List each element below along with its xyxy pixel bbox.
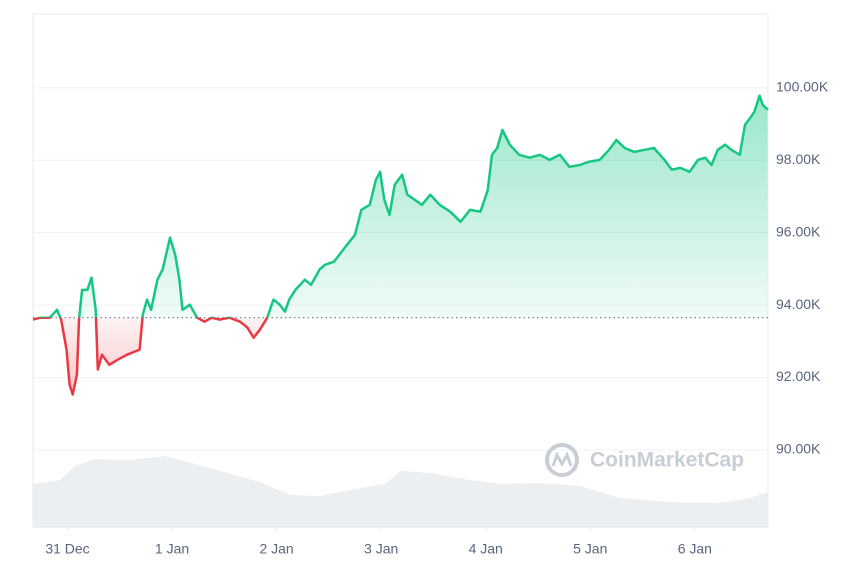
y-tick-label: 100.00K (776, 79, 829, 95)
y-tick-label: 98.00K (776, 151, 821, 167)
x-tick-label: 1 Jan (155, 541, 189, 557)
watermark-logo (545, 443, 579, 477)
volume-area (33, 456, 768, 527)
x-tick-label: 31 Dec (45, 541, 89, 557)
x-tick-label: 2 Jan (259, 541, 293, 557)
y-tick-label: 92.00K (776, 368, 821, 384)
watermark: CoinMarketCap (545, 443, 744, 477)
price-line (32, 94, 769, 396)
x-tick-label: 6 Jan (678, 541, 712, 557)
x-tick-label: 4 Jan (469, 541, 503, 557)
x-tick-label: 3 Jan (364, 541, 398, 557)
y-tick-label: 96.00K (776, 223, 821, 239)
price-area (33, 95, 768, 395)
watermark-logo-mark (551, 451, 573, 468)
watermark-text: CoinMarketCap (590, 449, 744, 472)
y-tick-label: 90.00K (776, 441, 821, 457)
y-tick-label: 94.00K (776, 296, 821, 312)
x-tick-label: 5 Jan (573, 541, 607, 557)
